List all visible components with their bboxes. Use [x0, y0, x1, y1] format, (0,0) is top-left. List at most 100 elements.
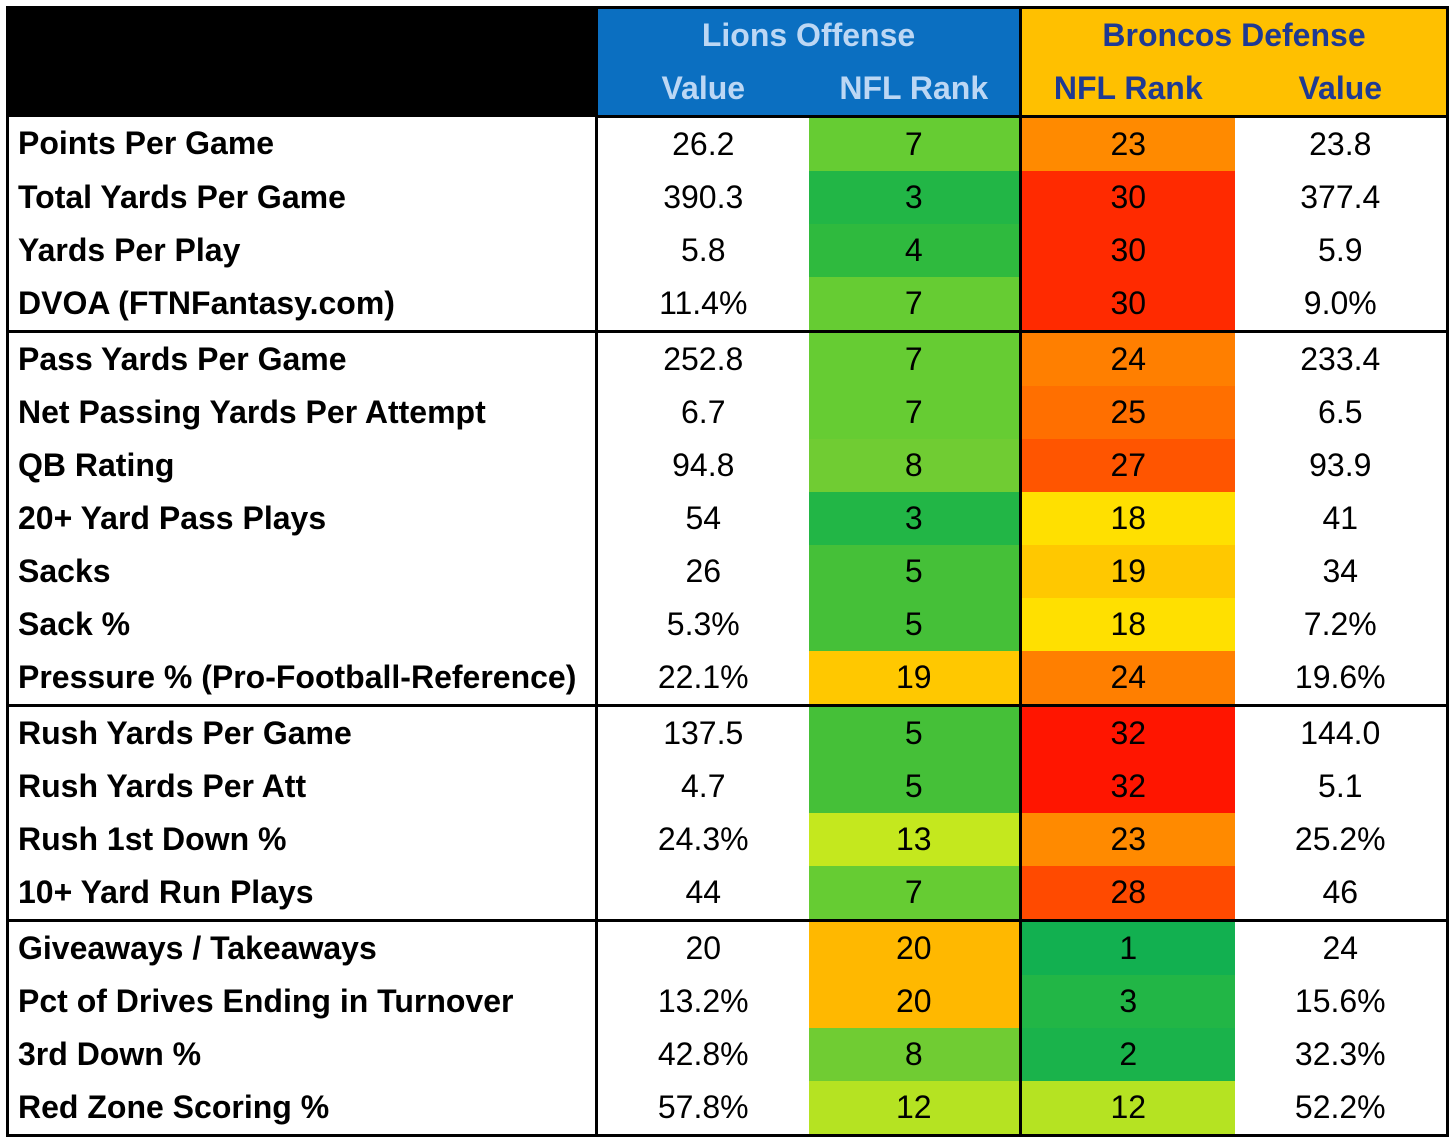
offense-value-cell: 4.7 [595, 760, 809, 813]
defense-rank-cell: 19 [1019, 545, 1235, 598]
defense-title: Broncos Defense [1019, 7, 1448, 62]
defense-rank-cell: 32 [1019, 705, 1235, 760]
offense-value-cell: 137.5 [595, 705, 809, 760]
metric-label: 20+ Yard Pass Plays [18, 500, 327, 536]
defense-value-cell: 5.9 [1318, 232, 1363, 268]
defense-rank-cell: 18 [1019, 598, 1235, 651]
table-row: 10+ Yard Run Plays 44 7 28 46 [7, 866, 1448, 922]
offense-rank-cell: 3 [808, 171, 1021, 224]
offense-rank-cell: 8 [808, 439, 1021, 492]
defense-value-cell: 32.3% [1294, 1036, 1386, 1072]
table-row: Net Passing Yards Per Attempt 6.7 7 25 6.5 [8, 386, 1448, 439]
defense-value-cell: 5.1 [1318, 768, 1363, 804]
metric-label: 3rd Down % [18, 1036, 202, 1072]
offense-value-cell: 20 [595, 920, 809, 975]
defense-value-cell: 52.2% [1234, 1081, 1448, 1137]
offense-value-cell: 44 [595, 866, 809, 922]
offense-rank-cell: 19 [808, 651, 1021, 707]
offense-title: Lions Offense [594, 7, 1021, 62]
defense-value-header: Value [1234, 62, 1448, 118]
offense-value-cell: 57.8% [595, 1081, 809, 1137]
offense-rank-cell: 7 [808, 331, 1021, 386]
defense-rank-cell: 24 [1019, 651, 1235, 707]
defense-rank-cell: 18 [1019, 492, 1235, 545]
matchup-stats-table: Lions Offense Broncos Defense Value NFL … [6, 6, 1450, 1137]
offense-rank-cell: 5 [808, 545, 1021, 598]
defense-rank-cell: 30 [1019, 171, 1235, 224]
offense-rank-header: NFL Rank [808, 62, 1021, 118]
offense-rank-cell: 7 [808, 116, 1021, 171]
defense-value-cell: 41 [1322, 500, 1359, 536]
table-row: Rush Yards Per Att 4.7 5 32 5.1 [8, 760, 1448, 813]
offense-value-header: Value [595, 62, 809, 118]
offense-value-cell: 252.8 [595, 331, 809, 386]
table-row: Pressure % (Pro-Football-Reference) 22.1%… [7, 651, 1448, 707]
defense-rank-cell: 30 [1019, 277, 1235, 333]
header-row-columns: Value NFL Rank NFL Rank Value [8, 62, 1448, 118]
offense-value-cell: 13.2% [595, 975, 809, 1028]
defense-rank-cell: 27 [1019, 439, 1235, 492]
offense-value-cell: 42.8% [595, 1028, 809, 1081]
offense-value-cell: 22.1% [595, 651, 809, 707]
offense-rank-cell: 8 [808, 1028, 1021, 1081]
offense-rank-cell: 3 [808, 492, 1021, 545]
table-row: Sack % 5.3% 5 18 7.2% [8, 598, 1448, 651]
offense-value-cell: 5.3% [595, 598, 809, 651]
table-row: QB Rating 94.8 8 27 93.9 [8, 439, 1448, 492]
table-row: Total Yards Per Game 390.3 3 30 377.4 [8, 171, 1448, 224]
metric-label: Pass Yards Per Game [18, 341, 347, 377]
offense-value-cell: 5.8 [595, 224, 809, 277]
defense-rank-cell: 32 [1019, 760, 1235, 813]
metric-label: Giveaways / Takeaways [18, 930, 377, 966]
defense-value-cell: 34 [1322, 553, 1359, 589]
table-row: Points Per Game 26.2 7 23 23.8 [8, 116, 1448, 171]
defense-value-cell: 6.5 [1318, 394, 1363, 430]
table-row: Yards Per Play 5.8 4 30 5.9 [8, 224, 1448, 277]
defense-value-cell: 19.6% [1234, 651, 1448, 707]
offense-value-cell: 390.3 [595, 171, 809, 224]
metric-label: Rush 1st Down % [18, 821, 287, 857]
defense-rank-cell: 28 [1019, 866, 1235, 922]
defense-value-cell: 233.4 [1300, 341, 1381, 377]
metric-label: Pressure % (Pro-Football-Reference) [7, 651, 597, 707]
defense-rank-cell: 25 [1019, 386, 1235, 439]
header-row-titles: Lions Offense Broncos Defense [7, 7, 1448, 117]
offense-rank-cell: 4 [808, 224, 1021, 277]
defense-value-cell: 15.6% [1294, 983, 1386, 1019]
offense-rank-cell: 7 [808, 386, 1021, 439]
metric-label: Rush Yards Per Game [18, 715, 352, 751]
table-row: Pct of Drives Ending in Turnover 13.2% 20 3… [8, 975, 1448, 1028]
metric-label: Red Zone Scoring % [7, 1081, 597, 1137]
defense-rank-cell: 1 [1019, 920, 1235, 975]
metric-label: Total Yards Per Game [18, 179, 346, 215]
offense-value-cell: 26.2 [595, 116, 809, 171]
defense-value-cell: 9.0% [1234, 277, 1448, 333]
table-row: 3rd Down % 42.8% 8 2 32.3% [8, 1028, 1448, 1081]
metric-label: Net Passing Yards Per Attempt [18, 394, 486, 430]
table-row: Sacks 26 5 19 34 [8, 545, 1448, 598]
offense-rank-cell: 13 [808, 813, 1021, 866]
metric-label: Points Per Game [18, 125, 275, 162]
defense-value-cell: 46 [1234, 866, 1448, 922]
metric-label: QB Rating [18, 447, 175, 483]
defense-value-cell: 144.0 [1300, 715, 1381, 751]
offense-rank-cell: 5 [808, 598, 1021, 651]
offense-rank-cell: 20 [808, 920, 1021, 975]
table-row: Rush Yards Per Game 137.5 5 32 144.0 [8, 705, 1448, 760]
offense-rank-cell: 5 [808, 705, 1021, 760]
defense-rank-cell: 30 [1019, 224, 1235, 277]
defense-rank-cell: 23 [1019, 116, 1235, 171]
metric-label: DVOA (FTNFantasy.com) [7, 277, 597, 333]
offense-rank-cell: 20 [808, 975, 1021, 1028]
defense-value-cell: 7.2% [1303, 606, 1377, 642]
table-body: Points Per Game 26.2 7 23 23.8 Total Yards Pe… [7, 116, 1448, 1137]
defense-rank-cell: 12 [1019, 1081, 1235, 1137]
offense-rank-cell: 12 [808, 1081, 1021, 1137]
defense-value-cell: 23.8 [1309, 126, 1372, 162]
defense-rank-cell: 2 [1019, 1028, 1235, 1081]
metric-label: Sack % [18, 606, 131, 642]
defense-value-cell: 25.2% [1294, 821, 1386, 857]
offense-rank-cell: 7 [808, 866, 1021, 922]
offense-value-cell: 11.4% [595, 277, 809, 333]
table-row: Rush 1st Down % 24.3% 13 23 25.2% [8, 813, 1448, 866]
